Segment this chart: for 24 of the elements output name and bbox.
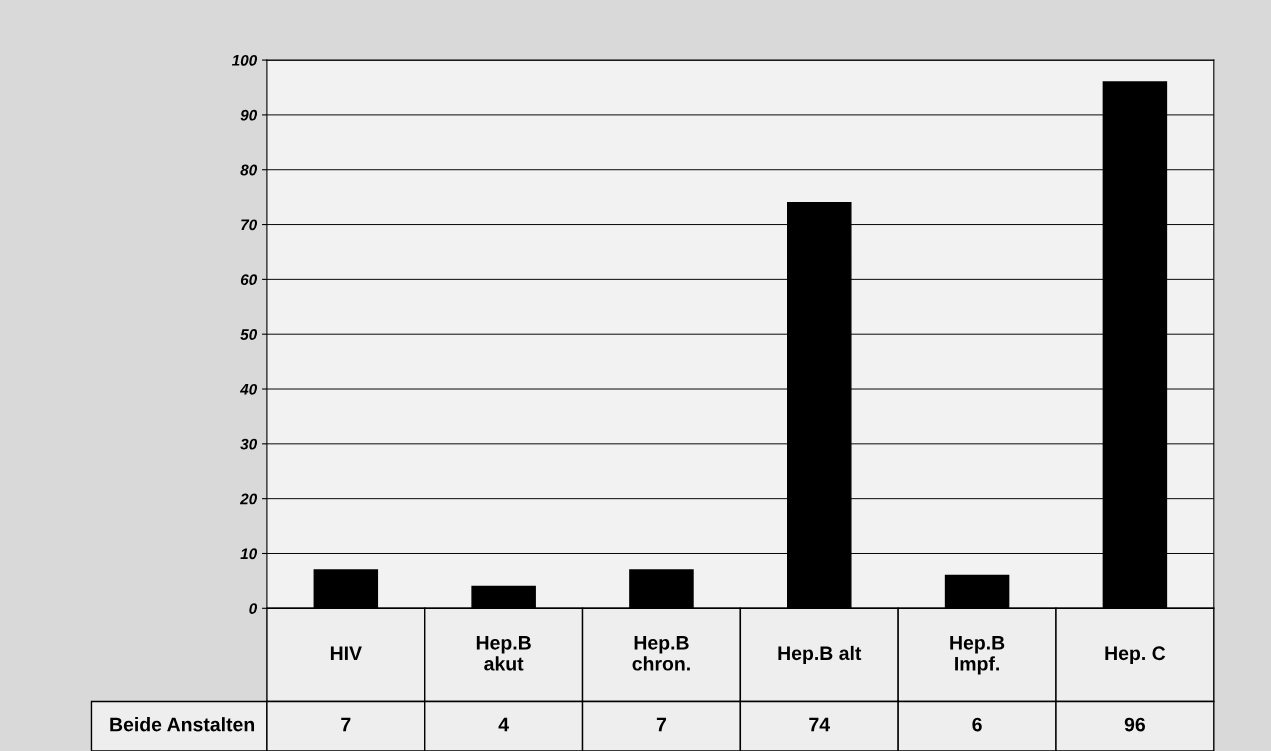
data-label: 96 [1124,717,1146,732]
text: Beide Anstalten [110,717,255,732]
data-label: 6 [972,717,982,732]
y-tick-label: 10 [240,548,258,560]
x-tick-label: Hep.B alt [778,645,862,664]
data-label: 4 [498,717,509,732]
y-tick-label: 0 [249,603,258,614]
y-tick-label: 90 [240,109,258,121]
x-tick-label: Hep.B Impf. [950,636,1005,675]
x-tick-label: Hep.B chron. [632,636,690,671]
data-label: 7 [656,717,666,732]
data-label: 74 [809,717,830,732]
y-tick-label: 60 [240,274,258,286]
y-tick-label: 20 [239,493,258,505]
x-tick-label: Hep. C [1105,646,1166,664]
x-tick-label: Hep.B akut [476,636,531,671]
y-tick-label: 100 [231,54,258,66]
data-label: 7 [341,717,351,732]
y-tick-label: 40 [239,383,258,395]
y-tick-label: 30 [240,438,258,450]
y-tick-label: 80 [240,164,258,176]
x-tick-label: HIV [330,646,362,660]
y-tick-label: 70 [241,219,258,231]
y-tick-label: 50 [240,329,258,340]
